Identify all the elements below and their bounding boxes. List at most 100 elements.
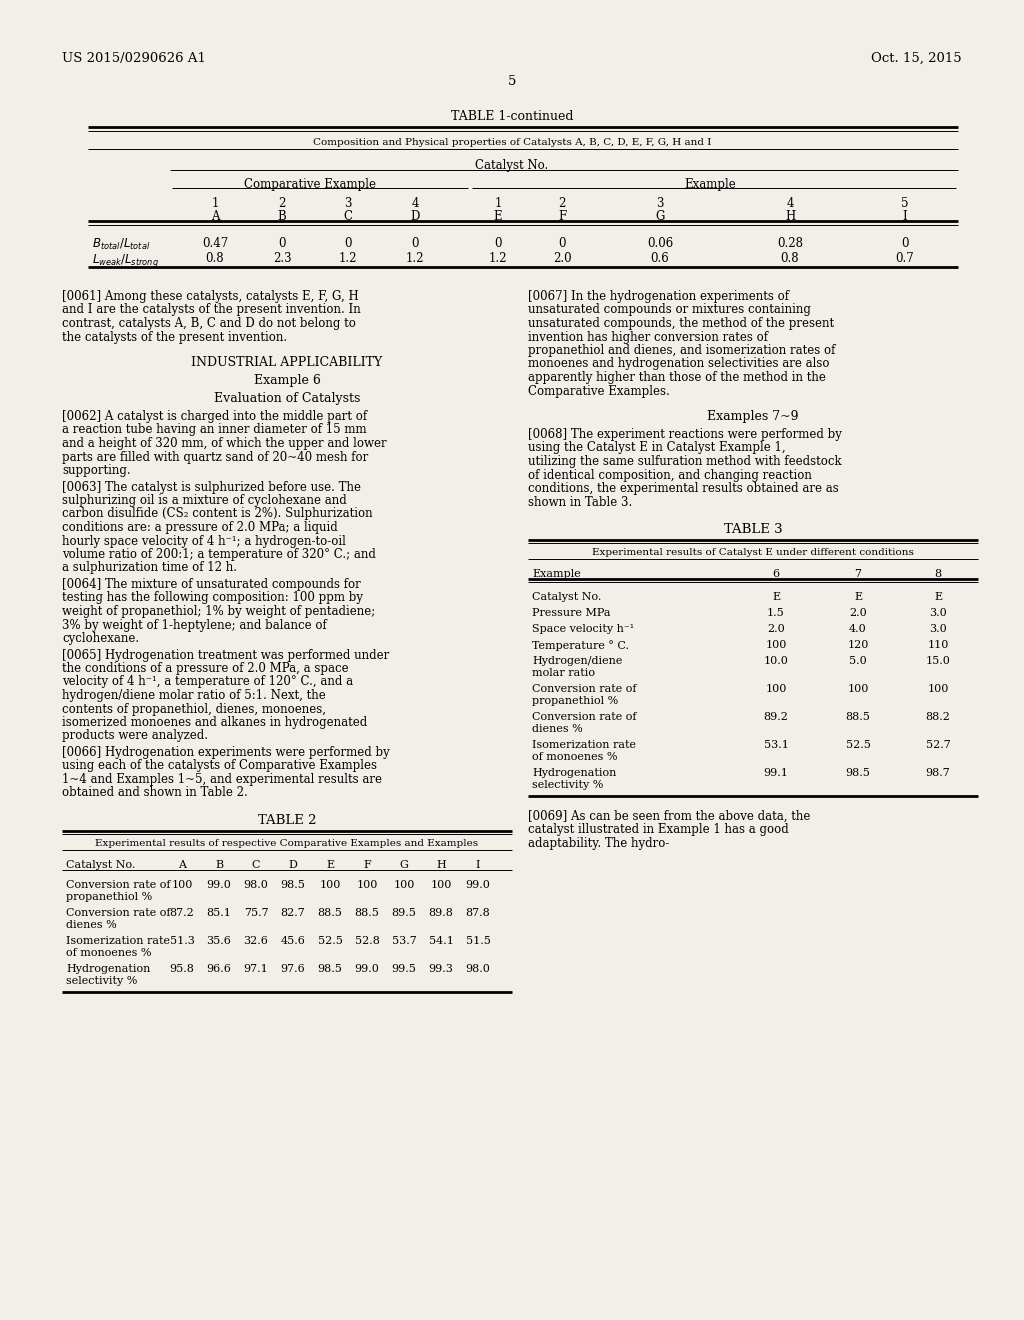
- Text: 99.1: 99.1: [764, 768, 788, 777]
- Text: 1.2: 1.2: [488, 252, 507, 265]
- Text: hydrogen/diene molar ratio of 5:1. Next, the: hydrogen/diene molar ratio of 5:1. Next,…: [62, 689, 326, 702]
- Text: 45.6: 45.6: [281, 936, 305, 946]
- Text: dienes %: dienes %: [66, 920, 117, 931]
- Text: 0.06: 0.06: [647, 238, 673, 249]
- Text: 98.0: 98.0: [466, 964, 490, 974]
- Text: 53.7: 53.7: [391, 936, 417, 946]
- Text: H: H: [784, 210, 795, 223]
- Text: 2: 2: [279, 197, 286, 210]
- Text: B: B: [215, 861, 223, 870]
- Text: 5: 5: [508, 75, 516, 88]
- Text: 2: 2: [558, 197, 565, 210]
- Text: isomerized monoenes and alkanes in hydrogenated: isomerized monoenes and alkanes in hydro…: [62, 715, 368, 729]
- Text: a reaction tube having an inner diameter of 15 mm: a reaction tube having an inner diameter…: [62, 424, 367, 437]
- Text: propanethiol %: propanethiol %: [532, 696, 618, 706]
- Text: 0: 0: [412, 238, 419, 249]
- Text: molar ratio: molar ratio: [532, 668, 595, 678]
- Text: Hydrogenation: Hydrogenation: [66, 964, 151, 974]
- Text: sulphurizing oil is a mixture of cyclohexane and: sulphurizing oil is a mixture of cyclohe…: [62, 494, 347, 507]
- Text: contrast, catalysts A, B, C and D do not belong to: contrast, catalysts A, B, C and D do not…: [62, 317, 356, 330]
- Text: Comparative Examples.: Comparative Examples.: [528, 384, 670, 397]
- Text: E: E: [854, 591, 862, 602]
- Text: 2.0: 2.0: [553, 252, 571, 265]
- Text: 95.8: 95.8: [170, 964, 195, 974]
- Text: 0: 0: [558, 238, 565, 249]
- Text: of identical composition, and changing reaction: of identical composition, and changing r…: [528, 469, 812, 482]
- Text: 52.7: 52.7: [926, 741, 950, 750]
- Text: 96.6: 96.6: [207, 964, 231, 974]
- Text: B: B: [278, 210, 287, 223]
- Text: 0.6: 0.6: [650, 252, 670, 265]
- Text: 4.0: 4.0: [849, 624, 867, 634]
- Text: catalyst illustrated in Example 1 has a good: catalyst illustrated in Example 1 has a …: [528, 824, 788, 837]
- Text: 5: 5: [901, 197, 908, 210]
- Text: 89.8: 89.8: [429, 908, 454, 917]
- Text: Composition and Physical properties of Catalysts A, B, C, D, E, F, G, H and I: Composition and Physical properties of C…: [312, 139, 712, 147]
- Text: Hydrogen/diene: Hydrogen/diene: [532, 656, 623, 667]
- Text: apparently higher than those of the method in the: apparently higher than those of the meth…: [528, 371, 826, 384]
- Text: 51.3: 51.3: [170, 936, 195, 946]
- Text: H: H: [436, 861, 445, 870]
- Text: testing has the following composition: 100 ppm by: testing has the following composition: 1…: [62, 591, 362, 605]
- Text: [0069] As can be seen from the above data, the: [0069] As can be seen from the above dat…: [528, 810, 810, 822]
- Text: 3.0: 3.0: [929, 624, 947, 634]
- Text: I: I: [902, 210, 907, 223]
- Text: Comparative Example: Comparative Example: [244, 178, 376, 191]
- Text: 1.2: 1.2: [406, 252, 424, 265]
- Text: velocity of 4 h⁻¹, a temperature of 120° C., and a: velocity of 4 h⁻¹, a temperature of 120°…: [62, 676, 353, 689]
- Text: selectivity %: selectivity %: [66, 975, 137, 986]
- Text: 98.0: 98.0: [244, 880, 268, 890]
- Text: 99.5: 99.5: [391, 964, 417, 974]
- Text: F: F: [558, 210, 566, 223]
- Text: 100: 100: [430, 880, 452, 890]
- Text: supporting.: supporting.: [62, 465, 131, 477]
- Text: 99.0: 99.0: [354, 964, 380, 974]
- Text: 82.7: 82.7: [281, 908, 305, 917]
- Text: 1.2: 1.2: [339, 252, 357, 265]
- Text: 0.8: 0.8: [206, 252, 224, 265]
- Text: parts are filled with quartz sand of 20~40 mesh for: parts are filled with quartz sand of 20~…: [62, 450, 369, 463]
- Text: conditions are: a pressure of 2.0 MPa; a liquid: conditions are: a pressure of 2.0 MPa; a…: [62, 521, 338, 535]
- Text: Space velocity h⁻¹: Space velocity h⁻¹: [532, 624, 634, 634]
- Text: 100: 100: [356, 880, 378, 890]
- Text: $L_{weak}/L_{strong}$: $L_{weak}/L_{strong}$: [92, 252, 159, 269]
- Text: [0065] Hydrogenation treatment was performed under: [0065] Hydrogenation treatment was perfo…: [62, 648, 389, 661]
- Text: the conditions of a pressure of 2.0 MPa, a space: the conditions of a pressure of 2.0 MPa,…: [62, 663, 348, 675]
- Text: [0062] A catalyst is charged into the middle part of: [0062] A catalyst is charged into the mi…: [62, 411, 368, 422]
- Text: C: C: [252, 861, 260, 870]
- Text: INDUSTRIAL APPLICABILITY: INDUSTRIAL APPLICABILITY: [191, 356, 383, 370]
- Text: propanethiol and dienes, and isomerization rates of: propanethiol and dienes, and isomerizati…: [528, 345, 836, 356]
- Text: using each of the catalysts of Comparative Examples: using each of the catalysts of Comparati…: [62, 759, 377, 772]
- Text: 100: 100: [847, 684, 868, 694]
- Text: products were analyzed.: products were analyzed.: [62, 730, 208, 742]
- Text: cyclohexane.: cyclohexane.: [62, 632, 139, 645]
- Text: Catalyst No.: Catalyst No.: [66, 861, 135, 870]
- Text: C: C: [343, 210, 352, 223]
- Text: 3% by weight of 1-heptylene; and balance of: 3% by weight of 1-heptylene; and balance…: [62, 619, 327, 631]
- Text: 54.1: 54.1: [429, 936, 454, 946]
- Text: volume ratio of 200:1; a temperature of 320° C.; and: volume ratio of 200:1; a temperature of …: [62, 548, 376, 561]
- Text: Evaluation of Catalysts: Evaluation of Catalysts: [214, 392, 360, 405]
- Text: Example 6: Example 6: [254, 374, 321, 387]
- Text: 97.1: 97.1: [244, 964, 268, 974]
- Text: A: A: [211, 210, 219, 223]
- Text: TABLE 2: TABLE 2: [258, 814, 316, 828]
- Text: weight of propanethiol; 1% by weight of pentadiene;: weight of propanethiol; 1% by weight of …: [62, 605, 375, 618]
- Text: the catalysts of the present invention.: the catalysts of the present invention.: [62, 330, 287, 343]
- Text: 120: 120: [847, 640, 868, 649]
- Text: $B_{total}/L_{total}$: $B_{total}/L_{total}$: [92, 238, 151, 252]
- Text: TABLE 3: TABLE 3: [724, 523, 782, 536]
- Text: 0: 0: [495, 238, 502, 249]
- Text: and a height of 320 mm, of which the upper and lower: and a height of 320 mm, of which the upp…: [62, 437, 387, 450]
- Text: 51.5: 51.5: [466, 936, 490, 946]
- Text: Pressure MPa: Pressure MPa: [532, 609, 610, 618]
- Text: contents of propanethiol, dienes, monoenes,: contents of propanethiol, dienes, monoen…: [62, 702, 326, 715]
- Text: D: D: [289, 861, 297, 870]
- Text: a sulphurization time of 12 h.: a sulphurization time of 12 h.: [62, 561, 237, 574]
- Text: A: A: [178, 861, 186, 870]
- Text: 100: 100: [393, 880, 415, 890]
- Text: 32.6: 32.6: [244, 936, 268, 946]
- Text: 0.28: 0.28: [777, 238, 803, 249]
- Text: Examples 7~9: Examples 7~9: [708, 411, 799, 422]
- Text: 98.5: 98.5: [317, 964, 342, 974]
